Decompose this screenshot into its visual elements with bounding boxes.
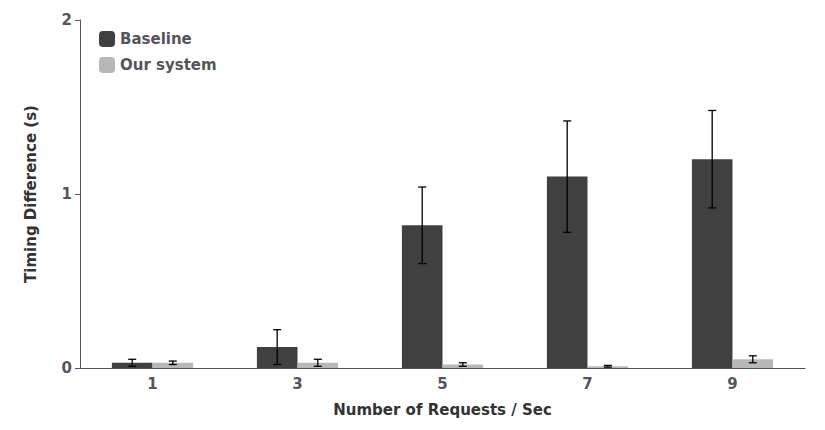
svg-text:2: 2 bbox=[62, 11, 72, 29]
svg-text:Number of Requests / Sec: Number of Requests / Sec bbox=[333, 401, 552, 419]
svg-text:Timing Difference (s): Timing Difference (s) bbox=[22, 105, 40, 283]
svg-text:3: 3 bbox=[292, 375, 302, 393]
svg-text:9: 9 bbox=[727, 375, 737, 393]
svg-text:7: 7 bbox=[582, 375, 592, 393]
svg-text:Our system: Our system bbox=[120, 56, 217, 74]
svg-text:1: 1 bbox=[62, 185, 72, 203]
svg-text:5: 5 bbox=[437, 375, 447, 393]
svg-text:Baseline: Baseline bbox=[120, 30, 192, 48]
svg-text:1: 1 bbox=[147, 375, 157, 393]
svg-text:0: 0 bbox=[62, 359, 72, 377]
